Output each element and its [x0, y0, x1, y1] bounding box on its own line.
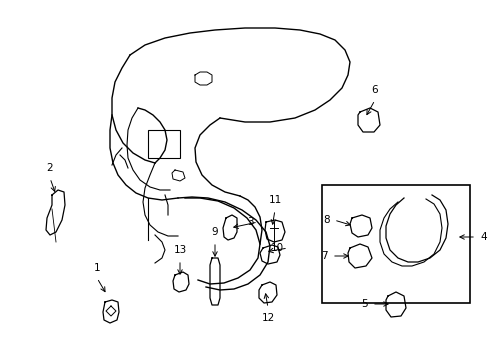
- Text: 1: 1: [94, 263, 100, 273]
- Text: 11: 11: [268, 195, 281, 205]
- Text: 6: 6: [371, 85, 378, 95]
- Text: 2: 2: [46, 163, 53, 173]
- Text: 5: 5: [361, 299, 367, 309]
- Text: 9: 9: [211, 227, 218, 237]
- Text: 4: 4: [479, 232, 486, 242]
- Text: 12: 12: [261, 313, 274, 323]
- Text: 7: 7: [321, 251, 327, 261]
- Text: 13: 13: [173, 245, 186, 255]
- Text: 3: 3: [247, 217, 253, 227]
- Bar: [148, 130, 180, 158]
- Text: 10: 10: [270, 243, 284, 253]
- Bar: [321, 185, 469, 303]
- Text: 8: 8: [323, 215, 329, 225]
